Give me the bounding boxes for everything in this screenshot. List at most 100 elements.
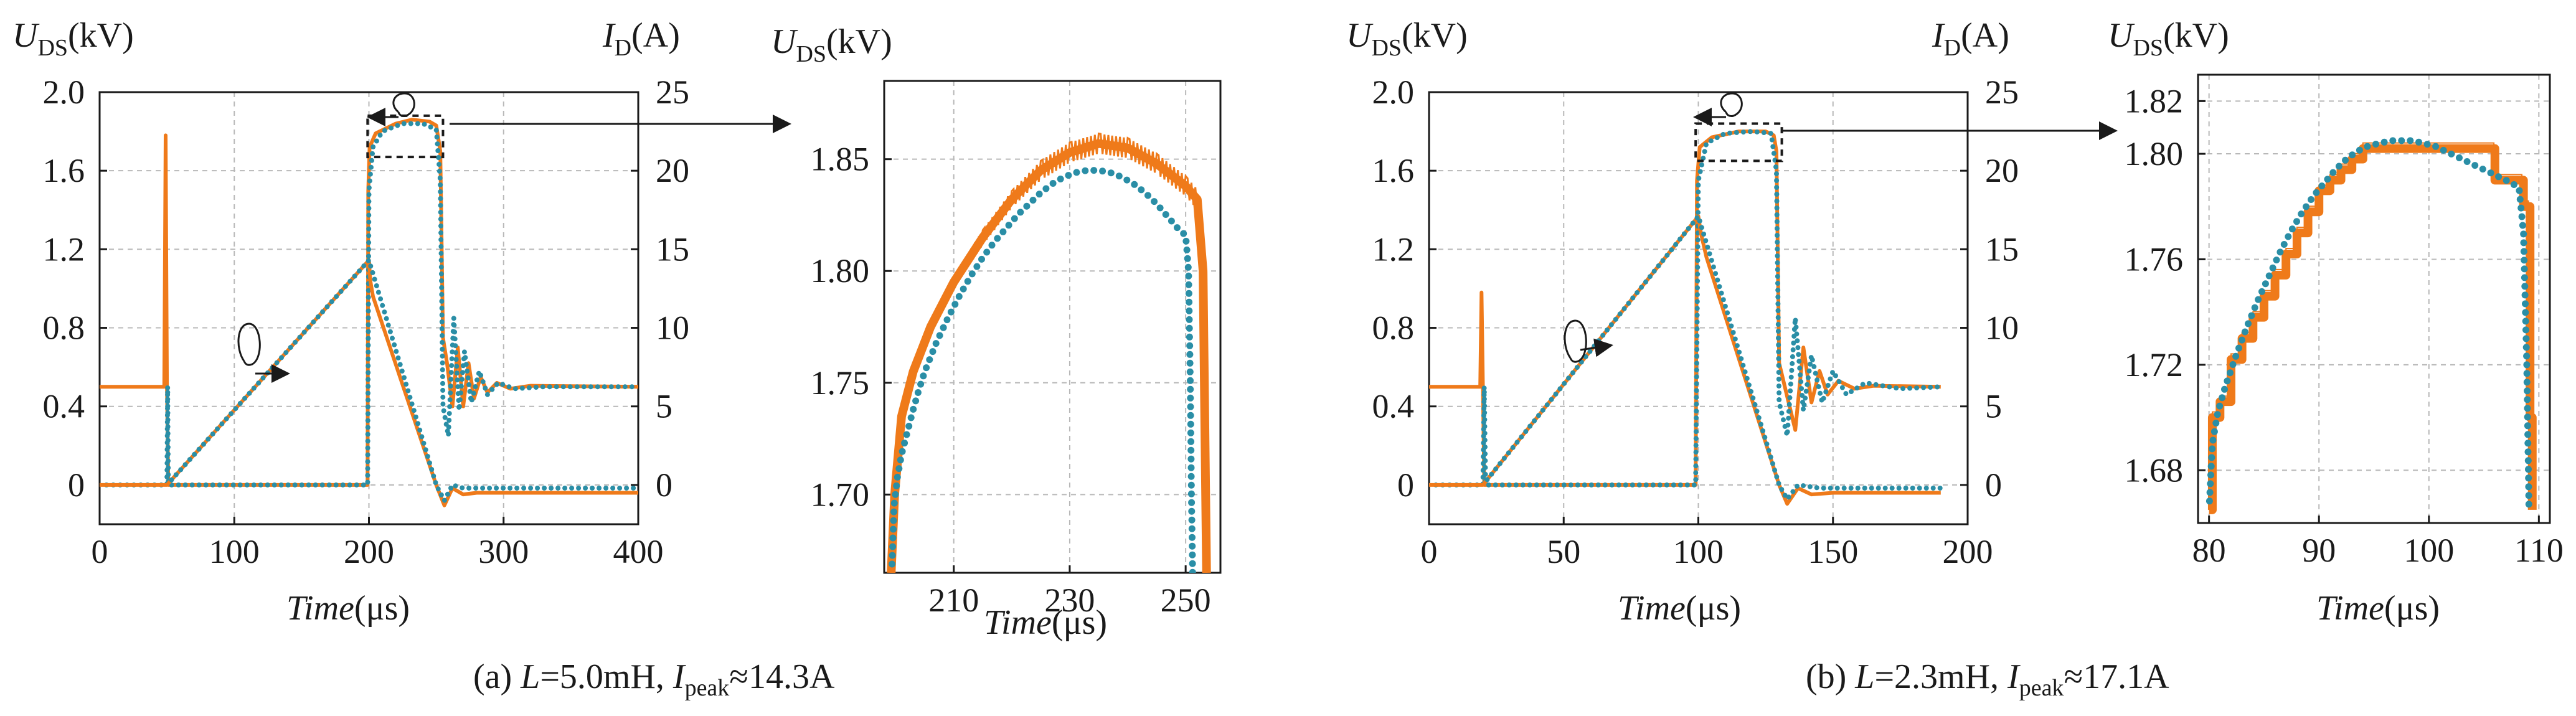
a-main-u-ds-simulated-dot: [454, 370, 460, 376]
a-main-i-d-simulated-dot: [342, 283, 348, 289]
a-main-u-ds-simulated-dot: [438, 182, 443, 187]
a-main-u-ds-simulated-dot: [365, 466, 370, 471]
a-main-i-d-simulated-dot: [445, 491, 450, 497]
a-main-u-ds-simulated-dot: [366, 370, 371, 375]
a-zoom-u-ds-simulated-dot: [1189, 542, 1196, 550]
a-zoom-u-ds-simulated-dot: [1186, 307, 1193, 314]
b-zoom-u-ds-simulated-dot: [2356, 146, 2363, 154]
b-main-u-ds-simulated-dot: [1789, 367, 1795, 373]
b-zoom-u-ds-simulated-dot: [2229, 361, 2237, 368]
a-main-u-ds-simulated-dot: [608, 384, 614, 390]
b-main-u-ds-simulated-dot: [1786, 415, 1791, 421]
a-zoom-xtick-label: 210: [928, 582, 979, 619]
a-main-u-ds-simulated-dot: [451, 323, 457, 328]
b-main-i-d-simulated-dot: [1754, 408, 1760, 414]
b-main-u-ds-simulated-dot: [1657, 482, 1663, 488]
b-zoom-u-ds-simulated-dot: [2519, 222, 2526, 229]
b-main-u-ds-simulated-dot: [1801, 406, 1806, 412]
b-main-u-ds-simulated-dot: [1775, 233, 1780, 238]
a-main-u-ds-simulated-dot: [581, 384, 587, 390]
b-main-u-ds-simulated-dot: [1774, 212, 1780, 217]
b-main-i-d-simulated-dot: [1727, 316, 1732, 322]
a-main-u-ds-simulated-dot: [196, 482, 202, 488]
a-main-u-ds-simulated-dot: [453, 350, 458, 356]
a-zoom-u-ds-simulated-dot: [890, 517, 897, 524]
b-main-i-d-simulated-dot: [1660, 258, 1666, 263]
a-main-i-d-simulated-dot: [429, 467, 435, 472]
a-main-i-d-simulated-dot: [229, 411, 234, 417]
b-main-u-ds-simulated-dot: [1809, 357, 1815, 363]
a-main-u-ds-simulated-dot: [438, 223, 443, 228]
b-main-u-ds-simulated-dot: [1623, 482, 1628, 488]
a-zoom-xtick-label: 250: [1161, 582, 1211, 619]
a-main-i-d-simulated-dot: [435, 486, 441, 492]
a-main-y2tick-label: 10: [656, 309, 689, 347]
a-main-i-d-simulated-dot: [576, 486, 582, 491]
a-main-u-ds-simulated-dot: [366, 226, 372, 232]
b-main-i-d-simulated-dot: [1621, 306, 1627, 311]
a-main-i-d-simulated-dot: [219, 421, 225, 426]
b-zoom-u-ds-simulated-dot: [2525, 492, 2532, 499]
a-main-u-ds-simulated-dot: [433, 128, 439, 133]
b-main-i-d-simulated-dot: [1673, 242, 1679, 247]
a-main-i-d-simulated-dot: [549, 486, 554, 491]
b-zoom-u-ds-simulated-dot: [2342, 156, 2349, 164]
b-main-i-d-simulated-dot: [1719, 290, 1724, 296]
b-main-u-ds-simulated-dot: [1773, 164, 1778, 170]
b-zoom-u-ds-simulated-dot: [2273, 257, 2280, 264]
b-main-u-ds-simulated-dot: [1843, 391, 1849, 397]
a-main-u-ds-simulated-dot: [365, 473, 370, 478]
a-main-u-ds-simulated-dot: [500, 382, 506, 387]
b-zoom-u-ds-measured-line: [2207, 144, 2537, 514]
a-main-u-ds-simulated-dot: [366, 349, 371, 355]
a-main-u-ds-simulated-dot: [365, 452, 370, 458]
a-main-u-ds-simulated-dot: [366, 363, 371, 369]
b-zoom-u-ds-simulated-dot: [2219, 394, 2226, 402]
b-main-u-ds-simulated-dot: [1790, 360, 1795, 366]
b-main-i-d-simulated-dot: [1686, 226, 1691, 231]
b-main-u-ds-simulated-dot: [1568, 482, 1573, 488]
a-main-u-ds-simulated-dot: [438, 202, 443, 208]
a-main-u-ds-simulated-dot: [588, 384, 593, 390]
a-main-i-d-simulated-dot: [182, 462, 188, 468]
b-main-u-ds-simulated-dot: [1790, 354, 1795, 359]
a-main-i-d-simulated-dot: [473, 486, 479, 491]
b-zoom-u-ds-simulated-dot: [2521, 283, 2529, 290]
b-main-u-ds-simulated-dot: [1801, 402, 1807, 408]
a-main-ytick-label: 1.6: [43, 152, 85, 189]
b-zoom-series: [2206, 137, 2537, 514]
b-main-i-d-simulated-dot: [1768, 455, 1773, 460]
b-main-u-ds-simulated-dot: [1582, 482, 1587, 488]
a-main-u-ds-simulated-dot: [366, 390, 370, 396]
b-main-i-d-simulated-dot: [1855, 486, 1861, 491]
a-main-y2tick-label: 25: [656, 73, 689, 111]
b-zoom-u-ds-simulated-dot: [2380, 138, 2388, 146]
a-main-i-d-simulated-dot: [624, 486, 630, 491]
b-main-i-d-simulated-dot: [1690, 220, 1696, 226]
b-main-u-ds-simulated-dot: [1699, 162, 1704, 167]
b-main-i-d-simulated-dot: [1677, 237, 1682, 242]
b-main-u-ds-simulated-dot: [1777, 403, 1783, 409]
b-main-u-ds-simulated-dot: [1671, 482, 1676, 488]
b-main-u-ds-simulated-dot: [1677, 482, 1683, 488]
a-main-u-ds-simulated-dot: [258, 482, 263, 488]
b-main-u-ds-simulated-dot: [1483, 458, 1488, 463]
b-main-i-d-simulated-dot: [1705, 245, 1710, 250]
b-zoom-u-ds-simulated-dot: [2432, 143, 2440, 150]
a-main-u-ds-simulated-dot: [165, 424, 171, 430]
b-main-u-ds-simulated-dot: [1694, 340, 1700, 346]
b-zoom-u-ds-simulated-dot: [2329, 169, 2337, 176]
a-main-u-ds-simulated-dot: [451, 316, 456, 321]
b-zoom-u-ds-simulated-dot: [2209, 445, 2216, 453]
b-main-ticks: 0 50 100 150 200 0 0.4 0.8 1.2 1.6 2.0 0 5 10 15 20 25: [1372, 73, 2019, 570]
a-zoom-u-ds-simulated-dot: [1189, 568, 1196, 573]
a-main-i-d-simulated-dot: [448, 486, 453, 491]
a-main-u-ds-simulated-dot: [366, 253, 371, 259]
a-main-u-ds-simulated-dot: [176, 482, 181, 488]
b-main-u-ds-simulated-dot: [1694, 374, 1699, 380]
b-main-u-ds-simulated-dot: [1828, 376, 1833, 382]
b-zoom-u-ds-simulated-dot: [2324, 176, 2331, 183]
a-main-xtick-label: 200: [344, 533, 394, 570]
b-main-u-ds-simulated-dot: [1693, 477, 1699, 483]
b-main-i-d-simulated-dot: [1699, 225, 1704, 230]
